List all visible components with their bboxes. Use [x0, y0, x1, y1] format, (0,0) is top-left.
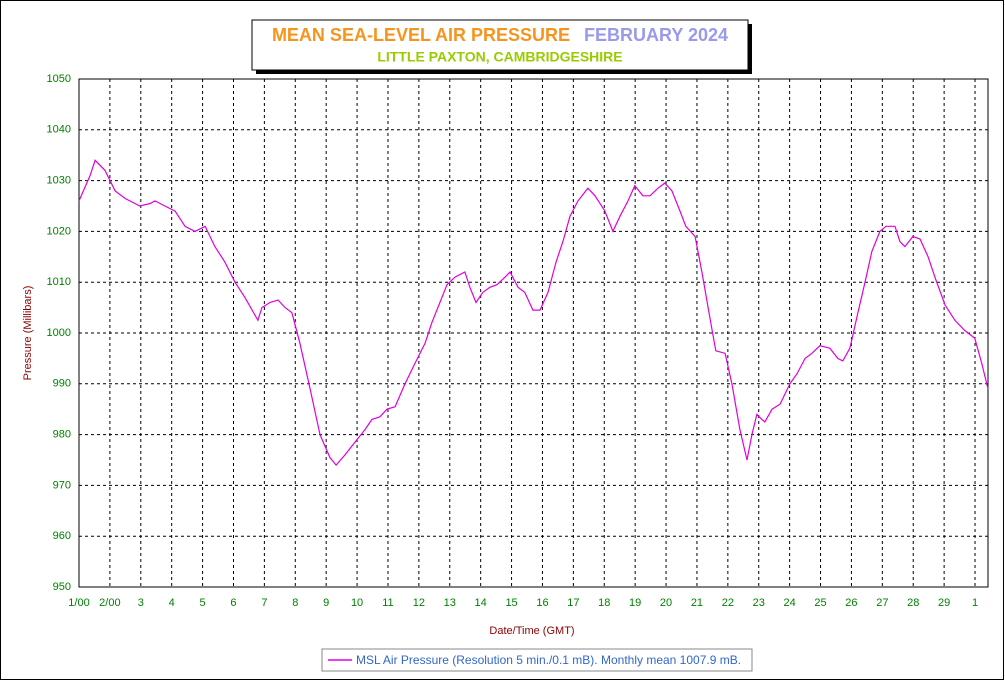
- chart-title: MEAN SEA-LEVEL AIR PRESSURE: [272, 25, 570, 45]
- x-tick-label: 25: [814, 597, 826, 609]
- x-tick-label: 1/00: [68, 597, 89, 609]
- x-tick-label: 16: [536, 597, 548, 609]
- x-tick-label: 10: [351, 597, 363, 609]
- y-tick-label: 990: [53, 378, 71, 390]
- legend-box: [321, 648, 753, 672]
- x-tick-label: 9: [323, 597, 329, 609]
- x-axis-label: Date/Time (GMT): [489, 625, 574, 637]
- title-box: [251, 19, 749, 71]
- x-tick-label: 12: [413, 597, 425, 609]
- x-tick-label: 15: [505, 597, 517, 609]
- legend-label: MSL Air Pressure (Resolution 5 min./0.1 …: [356, 653, 741, 667]
- x-tick-label: 8: [292, 597, 298, 609]
- y-tick-label: 1030: [47, 175, 71, 187]
- x-tick-label: 29: [938, 597, 950, 609]
- y-tick-label: 970: [53, 479, 71, 491]
- x-tick-label: 19: [629, 597, 641, 609]
- x-tick-label: 18: [598, 597, 610, 609]
- y-tick-label: 1050: [47, 73, 71, 85]
- x-tick-label: 2/00: [99, 597, 120, 609]
- x-tick-label: 5: [200, 597, 206, 609]
- x-tick-label: 14: [475, 597, 487, 609]
- x-tick-label: 13: [444, 597, 456, 609]
- y-tick-label: 1000: [47, 327, 71, 339]
- y-tick-label: 950: [53, 581, 71, 593]
- x-tick-label: 26: [845, 597, 857, 609]
- x-tick-label: 1: [972, 597, 978, 609]
- x-tick-label: 17: [567, 597, 579, 609]
- x-tick-label: 28: [907, 597, 919, 609]
- x-tick-label: 4: [169, 597, 175, 609]
- chart-period: FEBRUARY 2024: [584, 25, 728, 45]
- x-tick-label: 24: [784, 597, 796, 609]
- x-tick-label: 7: [261, 597, 267, 609]
- x-tick-label: 21: [691, 597, 703, 609]
- y-tick-label: 960: [53, 530, 71, 542]
- y-tick-label: 980: [53, 429, 71, 441]
- y-tick-label: 1040: [47, 124, 71, 136]
- y-tick-label: 1020: [47, 225, 71, 237]
- x-tick-label: 20: [660, 597, 672, 609]
- x-tick-label: 3: [138, 597, 144, 609]
- title-line: MEAN SEA-LEVEL AIR PRESSURE FEBRUARY 2024: [272, 25, 728, 45]
- x-tick-label: 6: [230, 597, 236, 609]
- x-tick-label: 22: [722, 597, 734, 609]
- chart-subtitle: LITTLE PAXTON, CAMBRIDGESHIRE: [377, 49, 622, 65]
- x-tick-label: 11: [382, 597, 393, 609]
- y-tick-label: 1010: [47, 276, 71, 288]
- y-axis-label: Pressure (Millibars): [22, 286, 34, 381]
- x-tick-label: 23: [753, 597, 765, 609]
- x-tick-label: 27: [876, 597, 888, 609]
- data-line: [78, 159, 989, 467]
